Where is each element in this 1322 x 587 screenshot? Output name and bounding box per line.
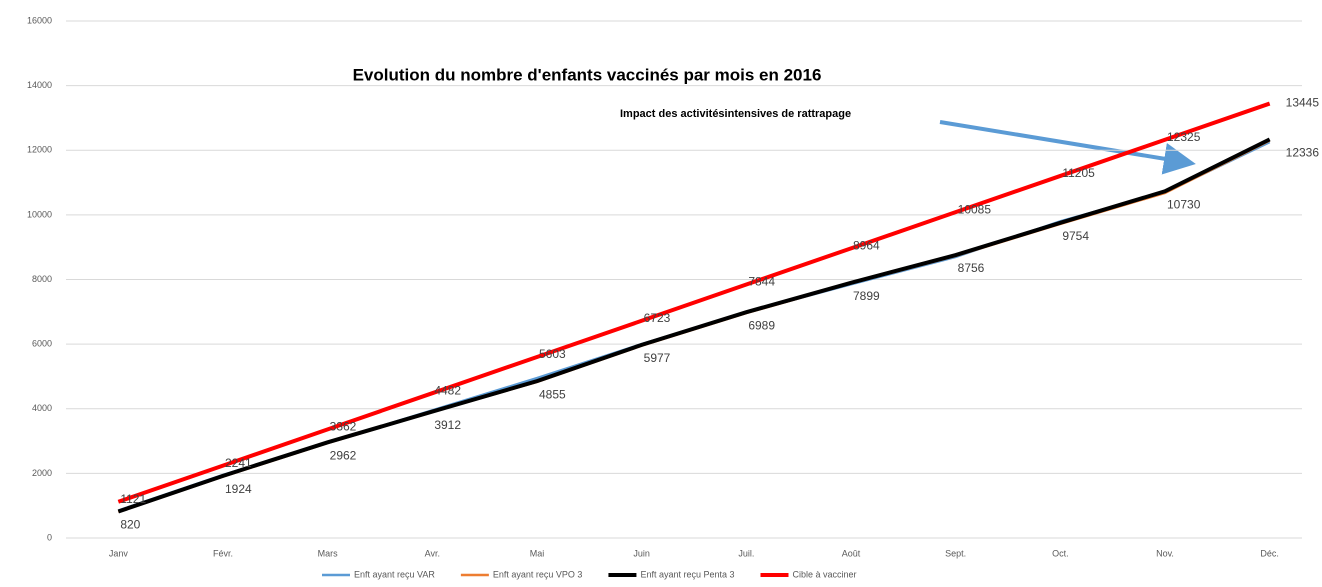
y-tick-label: 6000 xyxy=(32,339,52,349)
y-tick-label: 16000 xyxy=(27,15,52,25)
data-label: 820 xyxy=(120,518,140,532)
x-tick-label: Sept. xyxy=(945,548,966,558)
data-label: 13445 xyxy=(1286,96,1320,110)
data-label: 5977 xyxy=(644,351,671,365)
legend-label: Enft ayant reçu VPO 3 xyxy=(493,569,583,579)
x-tick-label: Mai xyxy=(530,548,545,558)
data-label: 10730 xyxy=(1167,197,1201,211)
y-tick-label: 8000 xyxy=(32,274,52,284)
data-label: 4482 xyxy=(434,383,461,397)
x-tick-label: Févr. xyxy=(213,548,233,558)
legend-label: Enft ayant reçu Penta 3 xyxy=(640,569,734,579)
data-label: 6989 xyxy=(748,318,775,332)
series-line xyxy=(117,137,1271,514)
x-tick-label: Mars xyxy=(318,548,338,558)
chart-title: Evolution du nombre d'enfants vaccinés p… xyxy=(353,65,822,84)
annotation: Impact des activitésintensives de rattra… xyxy=(620,108,851,120)
legend-label: Cible à vacciner xyxy=(793,569,857,579)
data-label: 8756 xyxy=(958,261,985,275)
data-label: 7844 xyxy=(748,275,775,289)
data-label: 12325 xyxy=(1167,130,1201,144)
data-label: 10085 xyxy=(958,202,992,216)
y-tick-label: 12000 xyxy=(27,145,52,155)
y-tick-label: 4000 xyxy=(32,403,52,413)
x-tick-label: Janv xyxy=(109,548,129,558)
x-tick-label: Nov. xyxy=(1156,548,1174,558)
data-label: 1924 xyxy=(225,482,252,496)
x-tick-label: Oct. xyxy=(1052,548,1069,558)
y-tick-label: 0 xyxy=(47,532,52,542)
data-label: 2241 xyxy=(225,456,252,470)
x-tick-label: Avr. xyxy=(425,548,440,558)
data-label: 4855 xyxy=(539,387,566,401)
y-tick-label: 2000 xyxy=(32,468,52,478)
data-label: 2962 xyxy=(330,448,357,462)
data-label: 8964 xyxy=(853,239,880,253)
x-tick-label: Août xyxy=(842,548,861,558)
data-label: 3362 xyxy=(330,420,357,434)
data-label: 5603 xyxy=(539,347,566,361)
y-tick-label: 14000 xyxy=(27,80,52,90)
annotation-arrow xyxy=(939,120,1196,175)
series-line xyxy=(117,101,1271,504)
data-label: 11205 xyxy=(1062,166,1095,180)
x-tick-label: Juil. xyxy=(738,548,754,558)
data-label: 7899 xyxy=(853,289,880,303)
x-tick-label: Juin xyxy=(633,548,650,558)
x-tick-label: Déc. xyxy=(1260,548,1279,558)
data-label: 6723 xyxy=(644,311,671,325)
data-label: 9754 xyxy=(1062,229,1089,243)
data-label: 12336 xyxy=(1286,146,1320,160)
y-tick-label: 10000 xyxy=(27,209,52,219)
data-label: 3912 xyxy=(434,418,461,432)
data-label: 1121 xyxy=(120,492,146,506)
legend-label: Enft ayant reçu VAR xyxy=(354,569,435,579)
series-line xyxy=(117,139,1271,514)
